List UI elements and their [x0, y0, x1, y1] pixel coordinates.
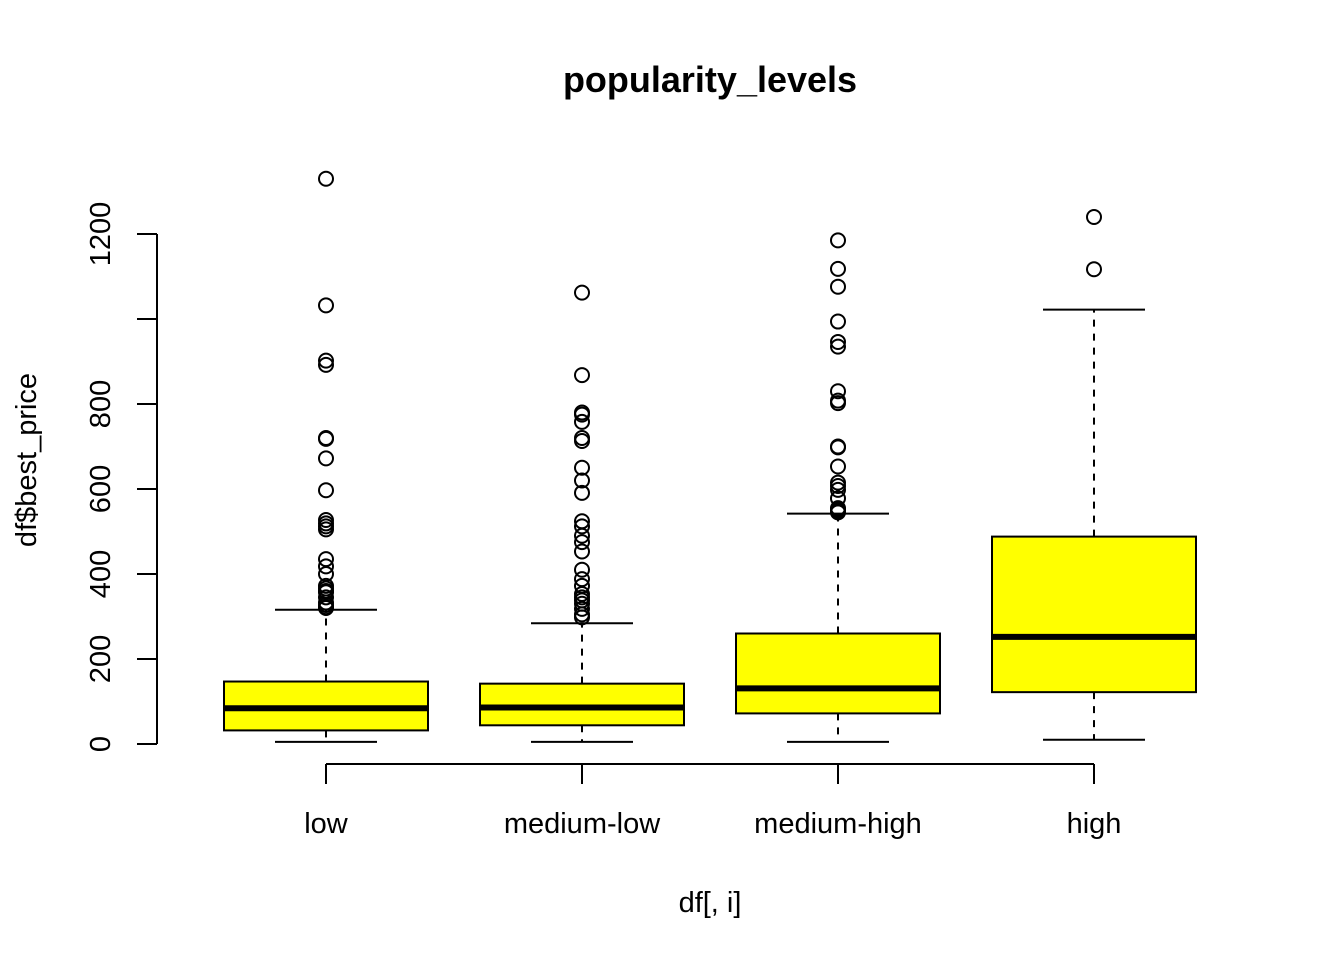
y-tick-label: 200 [85, 635, 117, 683]
iqr-box [991, 535, 1197, 694]
outlier-point [574, 484, 590, 501]
x-tick-label: medium-high [754, 808, 922, 840]
iqr-box [735, 632, 941, 715]
chart-title: popularity_levels [563, 59, 857, 100]
outlier-point [318, 521, 334, 538]
outlier-point [318, 450, 334, 467]
y-tick-label: 600 [85, 465, 117, 513]
outlier-point [574, 561, 590, 578]
outlier-point [830, 504, 846, 521]
outlier-point [830, 338, 846, 355]
outlier-point [830, 383, 846, 400]
outlier-point [574, 406, 590, 423]
outlier-point [574, 413, 590, 430]
outlier-point [830, 395, 846, 412]
box-medium-low [479, 284, 685, 743]
outlier-point [318, 482, 334, 499]
outlier-point [830, 481, 846, 498]
y-tick-label: 0 [85, 736, 117, 752]
y-tick-label: 800 [85, 380, 117, 428]
y-tick-label: 1200 [85, 202, 117, 267]
outlier-point [318, 356, 334, 373]
outlier-point [830, 313, 846, 330]
outlier-point [1086, 209, 1102, 225]
box-low [223, 170, 429, 743]
outlier-point [318, 430, 334, 447]
outlier-point [830, 333, 846, 350]
box-medium-high [735, 232, 941, 743]
y-axis: 0 200 400 600 800 1200 [85, 202, 158, 752]
box-high [991, 209, 1197, 741]
outlier-point [574, 367, 590, 384]
x-tick-label: high [1067, 808, 1122, 840]
outlier-point [574, 284, 590, 301]
outlier-point [574, 600, 590, 617]
outlier-point [830, 458, 846, 475]
outlier-point [574, 459, 590, 476]
y-tick-label: 400 [85, 550, 117, 598]
outlier-point [318, 352, 334, 369]
outlier-point [574, 534, 590, 551]
x-tick-label: medium-low [504, 808, 661, 840]
outlier-point [1086, 261, 1102, 278]
outlier-point [574, 609, 590, 626]
outlier-point [830, 232, 846, 249]
outlier-point [318, 297, 334, 314]
outlier-point [574, 527, 590, 544]
boxes-group [223, 170, 1197, 743]
outlier-point [830, 439, 846, 456]
x-axis: low medium-low medium-high high [304, 763, 1122, 840]
x-axis-label: df[, i] [679, 887, 742, 919]
outlier-point [318, 589, 334, 606]
outlier-point [574, 518, 590, 535]
outlier-point [574, 543, 590, 560]
outlier-point [574, 432, 590, 449]
outlier-point [830, 278, 846, 295]
outlier-point [318, 170, 334, 187]
outlier-point [318, 558, 334, 575]
x-tick-label: low [304, 808, 349, 840]
outlier-point [318, 600, 334, 616]
outlier-point [574, 472, 590, 489]
outlier-point [830, 260, 846, 277]
y-axis-label: df$best_price [11, 373, 43, 547]
